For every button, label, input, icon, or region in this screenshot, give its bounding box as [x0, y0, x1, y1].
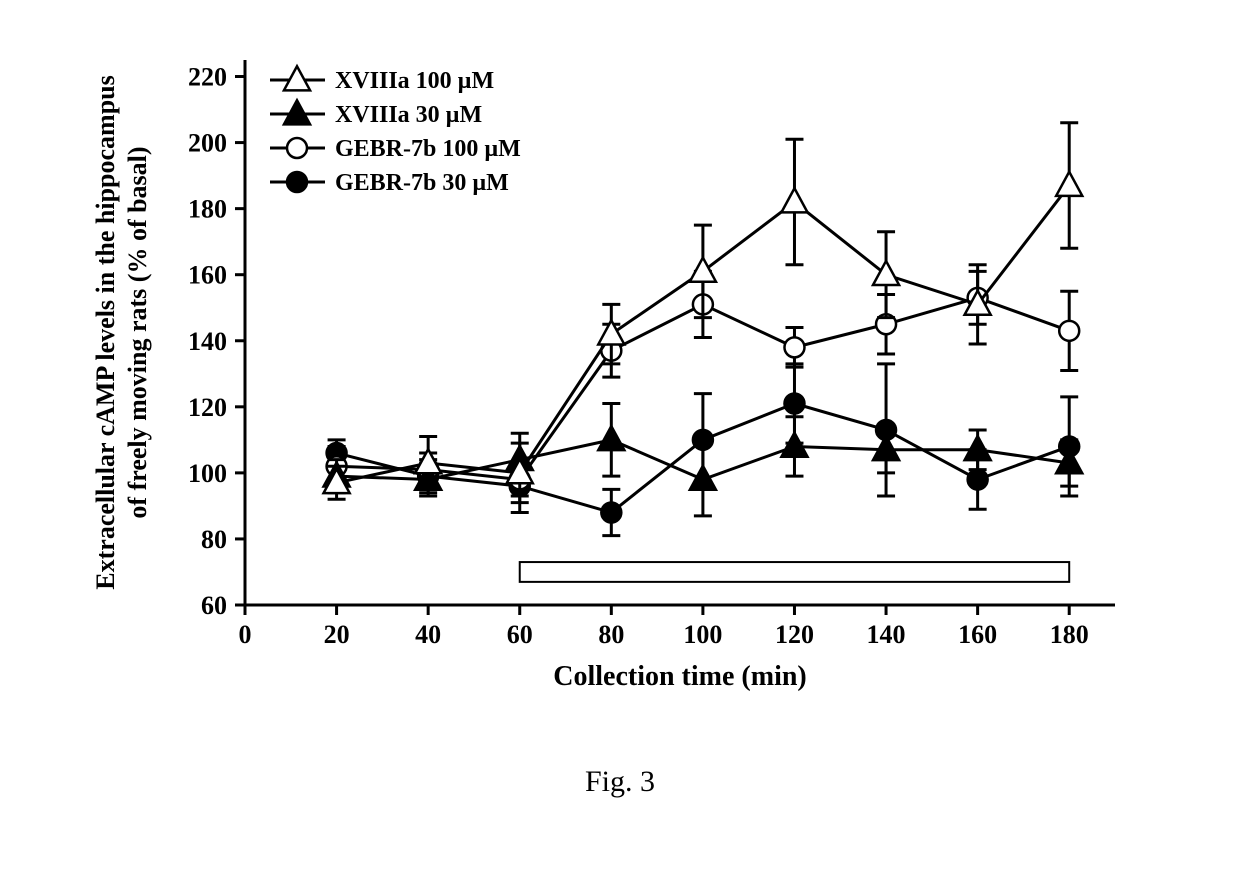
svg-text:60: 60	[201, 591, 227, 620]
svg-text:120: 120	[188, 393, 227, 422]
svg-text:160: 160	[188, 261, 227, 290]
svg-text:140: 140	[188, 327, 227, 356]
svg-text:XVIIIa 30 µM: XVIIIa 30 µM	[335, 102, 482, 128]
svg-text:40: 40	[415, 620, 441, 649]
svg-text:180: 180	[1050, 620, 1089, 649]
legend: XVIIIa 100 µM XVIIIa 30 µM GEBR-7b 100 µM G…	[270, 66, 521, 196]
svg-text:80: 80	[201, 525, 227, 554]
svg-text:100: 100	[188, 459, 227, 488]
svg-text:100: 100	[683, 620, 722, 649]
svg-text:200: 200	[188, 129, 227, 158]
svg-text:180: 180	[188, 195, 227, 224]
svg-text:60: 60	[507, 620, 533, 649]
svg-text:of freely moving rats (% of ba: of freely moving rats (% of basal)	[123, 146, 152, 518]
svg-text:120: 120	[775, 620, 814, 649]
svg-text:160: 160	[958, 620, 997, 649]
svg-text:GEBR-7b 100 µM: GEBR-7b 100 µM	[335, 136, 521, 162]
svg-text:20: 20	[324, 620, 350, 649]
camp-chart: 60 80 100 120 140 160 180 200 220 0 20 40 60 80 100 120…	[75, 50, 1165, 730]
svg-text:XVIIIa 100 µM: XVIIIa 100 µM	[335, 68, 494, 94]
svg-text:220: 220	[188, 63, 227, 92]
svg-text:Collection time (min): Collection time (min)	[553, 661, 807, 692]
figure-container: 60 80 100 120 140 160 180 200 220 0 20 40 60 80 100 120…	[75, 50, 1165, 830]
svg-text:140: 140	[867, 620, 906, 649]
svg-text:80: 80	[598, 620, 624, 649]
svg-text:Extracellular cAMP levels in t: Extracellular cAMP levels in the hippoca…	[91, 75, 120, 589]
svg-text:0: 0	[239, 620, 252, 649]
figure-caption: Fig. 3	[0, 765, 1240, 799]
svg-text:GEBR-7b 30 µM: GEBR-7b 30 µM	[335, 170, 509, 196]
